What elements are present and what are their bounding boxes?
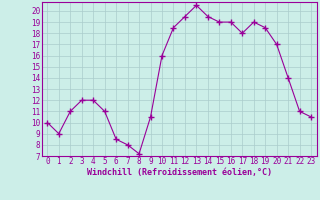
X-axis label: Windchill (Refroidissement éolien,°C): Windchill (Refroidissement éolien,°C) bbox=[87, 168, 272, 177]
